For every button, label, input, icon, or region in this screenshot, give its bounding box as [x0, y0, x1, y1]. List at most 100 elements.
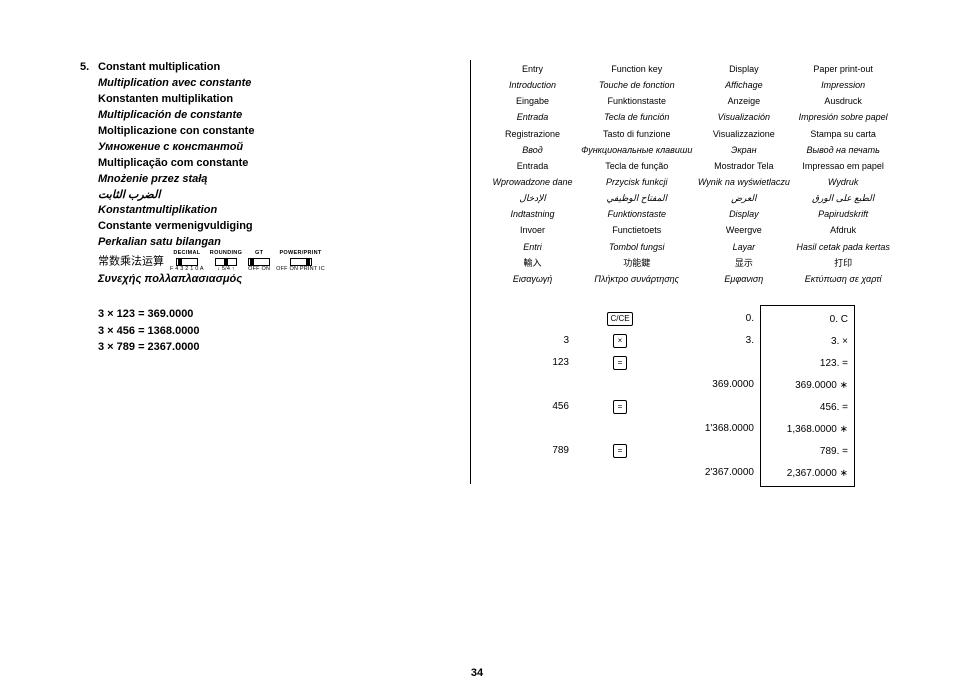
calc-key: = [575, 400, 665, 414]
calc-display: 1'368.0000 [665, 423, 760, 434]
header-row: RegistrazioneTasto di funzioneVisualizza… [487, 127, 892, 141]
header-cell: Funktionstaste [580, 207, 693, 221]
header-cell: Przycisk funkcji [580, 175, 693, 189]
switch-row: 常数乘法运算DECIMALF 4 3 2 1 0 AROUNDING↓ 5/4 … [98, 251, 325, 272]
header-cell: Touche de fonction [580, 78, 693, 92]
header-cell: Functietoets [580, 223, 693, 237]
title-line: Perkalian satu bilangan [98, 235, 325, 251]
title-line: Multiplicación de constante [98, 108, 325, 124]
title-line: الضرب الثابت [98, 188, 325, 204]
title-line: Multiplicação com constante [98, 156, 325, 172]
calc-display: 0. [665, 313, 760, 324]
header-cell: Impressao em papel [794, 159, 892, 173]
header-cell: Stampa su carta [794, 127, 892, 141]
header-cell: Ausdruck [794, 94, 892, 108]
switch: DECIMALF 4 3 2 1 0 A [170, 251, 204, 272]
section-number: 5. [80, 60, 98, 288]
header-cell: Entry [487, 62, 578, 76]
header-row: Wprowadzone danePrzycisk funkcjiWynik na… [487, 175, 892, 189]
title-line: Mnożenie przez stałą [98, 172, 325, 188]
header-cell: Display [695, 62, 792, 76]
header-cell: Papirudskrift [794, 207, 892, 221]
print-line: 123. = [763, 353, 848, 375]
header-cell: Εκτύπωση σε χαρτί [794, 272, 892, 286]
print-line: 369.0000 ∗ [763, 375, 848, 397]
header-cell: الطبع على الورق [794, 191, 892, 205]
header-cell: Weergve [695, 223, 792, 237]
header-cell: العرض [695, 191, 792, 205]
header-cell: Display [695, 207, 792, 221]
print-line: 0. C [763, 309, 848, 331]
header-cell: 打印 [794, 256, 892, 270]
print-line: 3. × [763, 331, 848, 353]
calc-key: = [575, 356, 665, 370]
page-number: 34 [0, 667, 954, 679]
header-row: ВводФункциональные клавишиЭкранВывод на … [487, 143, 892, 157]
header-cell: Funktionstaste [580, 94, 693, 108]
header-cell: Invoer [487, 223, 578, 237]
calc-display: 3. [665, 335, 760, 346]
calc-display: 369.0000 [665, 379, 760, 390]
calc-display: 2'367.0000 [665, 467, 760, 478]
title-line: Constant multiplication [98, 60, 325, 76]
header-row: EntradaTecla de funciónVisualizaciónImpr… [487, 110, 892, 124]
header-cell: Tasto di funzione [580, 127, 693, 141]
header-cell: Вывод на печать [794, 143, 892, 157]
header-cell: 显示 [695, 256, 792, 270]
header-cell: Indtastning [487, 207, 578, 221]
header-cell: 輸入 [487, 256, 578, 270]
equation-line: 3 × 456 = 1368.0000 [98, 323, 470, 340]
print-line: 456. = [763, 397, 848, 419]
header-cell: Tecla de función [580, 110, 693, 124]
header-cell: Paper print-out [794, 62, 892, 76]
calculation-area: C/CE0.3×3.123=369.0000456=1'368.0000789=… [485, 308, 894, 484]
header-cell: Функциональные клавиши [580, 143, 693, 157]
header-row: EingabeFunktionstasteAnzeigeAusdruck [487, 94, 892, 108]
header-row: 輸入功能鍵显示打印 [487, 256, 892, 270]
calc-key: C/CE [575, 312, 665, 326]
title-line: Συνεχής πολλαπλασιασμός [98, 272, 325, 288]
print-line: 1,368.0000 ∗ [763, 419, 848, 441]
title-line: Умножение с константой [98, 140, 325, 156]
header-cell: Introduction [487, 78, 578, 92]
equation-line: 3 × 123 = 369.0000 [98, 306, 470, 323]
header-cell: Anzeige [695, 94, 792, 108]
header-cell: المفتاح الوظيفي [580, 191, 693, 205]
header-cell: Экран [695, 143, 792, 157]
header-cell: Entrada [487, 110, 578, 124]
print-line: 2,367.0000 ∗ [763, 463, 848, 485]
header-row: EntryFunction keyDisplayPaper print-out [487, 62, 892, 76]
header-cell: Wynik na wyświetlaczu [695, 175, 792, 189]
right-column: EntryFunction keyDisplayPaper print-outI… [470, 60, 894, 484]
header-cell: Afdruk [794, 223, 892, 237]
print-line: 789. = [763, 441, 848, 463]
title-list: Constant multiplicationMultiplication av… [98, 60, 325, 288]
header-cell: Ввод [487, 143, 578, 157]
header-cell: Entri [487, 240, 578, 254]
header-row: EntriTombol fungsiLayarHasil cetak pada … [487, 240, 892, 254]
header-cell: Impresión sobre papel [794, 110, 892, 124]
header-cell: Entrada [487, 159, 578, 173]
header-cell: الإدخال [487, 191, 578, 205]
header-cell: Wydruk [794, 175, 892, 189]
header-table: EntryFunction keyDisplayPaper print-outI… [485, 60, 894, 288]
calc-entry: 3 [485, 335, 575, 346]
header-cell: Impression [794, 78, 892, 92]
header-cell: Εμφανιση [695, 272, 792, 286]
calc-entry: 123 [485, 357, 575, 368]
switch: ROUNDING↓ 5/4 ↑ [210, 251, 242, 272]
header-row: IntroductionTouche de fonctionAffichageI… [487, 78, 892, 92]
equations: 3 × 123 = 369.00003 × 456 = 1368.00003 ×… [98, 306, 470, 356]
header-cell: Function key [580, 62, 693, 76]
header-cell: Tecla de função [580, 159, 693, 173]
header-cell: Affichage [695, 78, 792, 92]
switch: GTOFF ON [248, 251, 270, 272]
switch: POWER/PRINTOFF ON PRINT IC [276, 251, 325, 272]
left-column: 5. Constant multiplicationMultiplication… [80, 60, 470, 484]
header-cell: Eingabe [487, 94, 578, 108]
header-cell: Visualización [695, 110, 792, 124]
header-cell: Layar [695, 240, 792, 254]
header-row: الإدخالالمفتاح الوظيفيالعرضالطبع على الو… [487, 191, 892, 205]
title-line: Constante vermenigvuldiging [98, 219, 325, 235]
header-row: EntradaTecla de funçãoMostrador TelaImpr… [487, 159, 892, 173]
